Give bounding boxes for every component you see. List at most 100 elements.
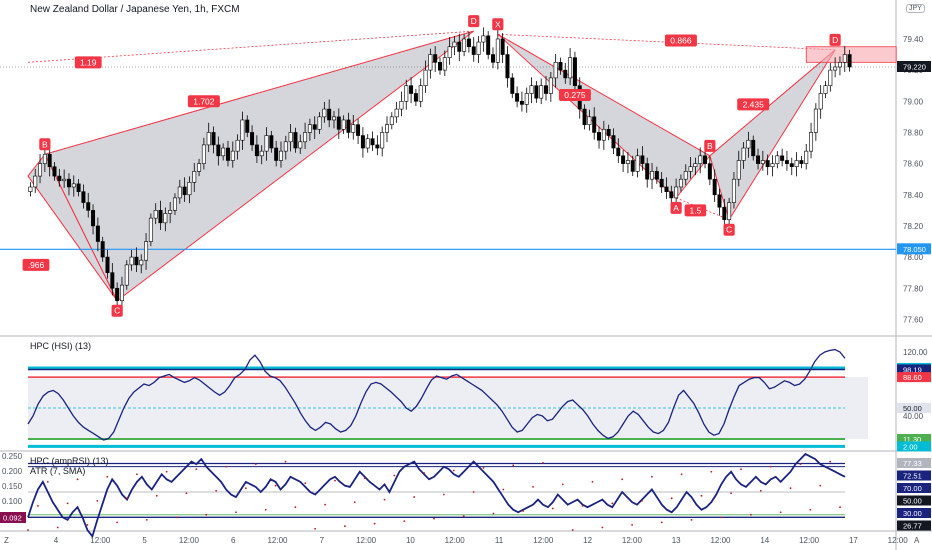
atr-dot — [27, 529, 29, 531]
candle-body — [640, 155, 645, 164]
candle-body — [505, 54, 510, 79]
hsi-band-tag — [897, 372, 931, 383]
atr-dot — [106, 475, 109, 478]
atr-dot — [225, 465, 227, 468]
candle-body — [751, 139, 756, 157]
candle-body — [225, 147, 230, 161]
candle-body — [707, 163, 712, 180]
candle-body — [654, 171, 659, 180]
atr-dot — [730, 492, 733, 495]
candle-body — [283, 141, 288, 152]
atr-dot — [324, 503, 326, 506]
ratio-label: 1.5 — [689, 205, 701, 215]
atr-dot — [145, 518, 148, 521]
candle-body — [635, 155, 640, 172]
pattern-triangle — [709, 49, 836, 221]
candle-body — [163, 213, 168, 224]
candle-body — [568, 57, 573, 79]
point-label: B — [707, 141, 713, 151]
point-label: B — [42, 139, 48, 149]
amprsi-band-tag — [897, 470, 931, 481]
atr-dot — [670, 497, 673, 500]
atr-dot — [740, 468, 742, 471]
atr-dot — [76, 478, 79, 481]
candle-body — [741, 147, 746, 161]
price-tick: 78.60 — [903, 160, 924, 169]
atr-dot — [205, 513, 208, 516]
amprsi-band-label: 70.00 — [903, 484, 922, 493]
time-tick: 12:00 — [356, 536, 377, 545]
atr-dot — [492, 512, 495, 515]
candle-body — [409, 85, 414, 94]
atr-dot — [284, 460, 287, 463]
atr-dot — [462, 515, 465, 517]
candle-body — [616, 147, 621, 157]
candle-body — [833, 66, 838, 71]
candle-body — [775, 155, 780, 164]
atr-dot — [809, 508, 812, 511]
candle-body — [100, 241, 105, 258]
candle-body — [760, 160, 765, 164]
hline-price-label-tag — [897, 243, 931, 255]
candle-body — [28, 186, 33, 192]
candle-body — [789, 163, 794, 168]
atr-dot — [769, 465, 772, 468]
candle-body — [731, 178, 736, 203]
point-label-tag — [39, 138, 51, 151]
candle-body — [197, 163, 202, 172]
atr-dot — [116, 521, 119, 524]
candle-body — [119, 284, 124, 302]
amprsi-left-tick: 0.150 — [2, 482, 23, 491]
candle-body — [611, 135, 616, 149]
candle-body — [158, 210, 163, 224]
candle-body — [659, 178, 664, 188]
amprsi-oscillator: 0.2500.2000.1500.1000.0500.09277.3372.51… — [0, 452, 931, 539]
candle-body — [683, 171, 688, 180]
candle-body — [38, 163, 43, 177]
candle-body — [365, 138, 370, 149]
atr-dot — [185, 492, 188, 495]
candle-body — [144, 241, 149, 261]
hsi-tick: 120.00 — [903, 348, 928, 357]
candle-body — [442, 57, 447, 71]
price-tick: 79.00 — [903, 97, 924, 106]
atr-dot — [423, 472, 426, 474]
atr-dot — [244, 487, 247, 490]
ratio-label-tag — [664, 34, 697, 47]
candle-body — [312, 124, 317, 130]
candle-body — [76, 183, 81, 192]
point-label-tag — [829, 33, 841, 46]
candle-body — [813, 108, 818, 133]
atr-dot — [601, 526, 604, 529]
candle-body — [500, 38, 505, 55]
atr-dot — [591, 480, 594, 483]
candle-body — [582, 108, 587, 125]
ratio-label-tag — [558, 89, 591, 102]
candle-body — [621, 155, 626, 164]
atr-dot — [621, 478, 624, 481]
time-tick: 12:00 — [799, 536, 820, 545]
atr-dot — [165, 470, 168, 473]
candle-body — [842, 54, 847, 63]
candle-body — [57, 175, 62, 182]
candle-body — [356, 124, 361, 136]
atr-dot — [561, 483, 564, 486]
point-label-tag — [492, 18, 504, 31]
candle-body — [447, 46, 452, 58]
atr-dot — [343, 525, 346, 528]
candle-body — [124, 264, 129, 286]
hsi-oscillator: 120.0040.00100.0098.1988.6050.0011.302.0… — [27, 348, 931, 452]
candle-body — [717, 194, 722, 208]
candle-body — [81, 191, 86, 203]
candle-body — [780, 155, 785, 161]
candle-body — [375, 144, 380, 149]
candle-body — [519, 100, 524, 105]
candle-body — [254, 144, 259, 157]
candlestick-series — [28, 27, 852, 311]
hsi-band-label: 50.00 — [903, 404, 922, 413]
candle-body — [784, 160, 789, 164]
candle-body — [307, 124, 312, 133]
candle-body — [33, 175, 38, 188]
candle-body — [293, 132, 298, 149]
